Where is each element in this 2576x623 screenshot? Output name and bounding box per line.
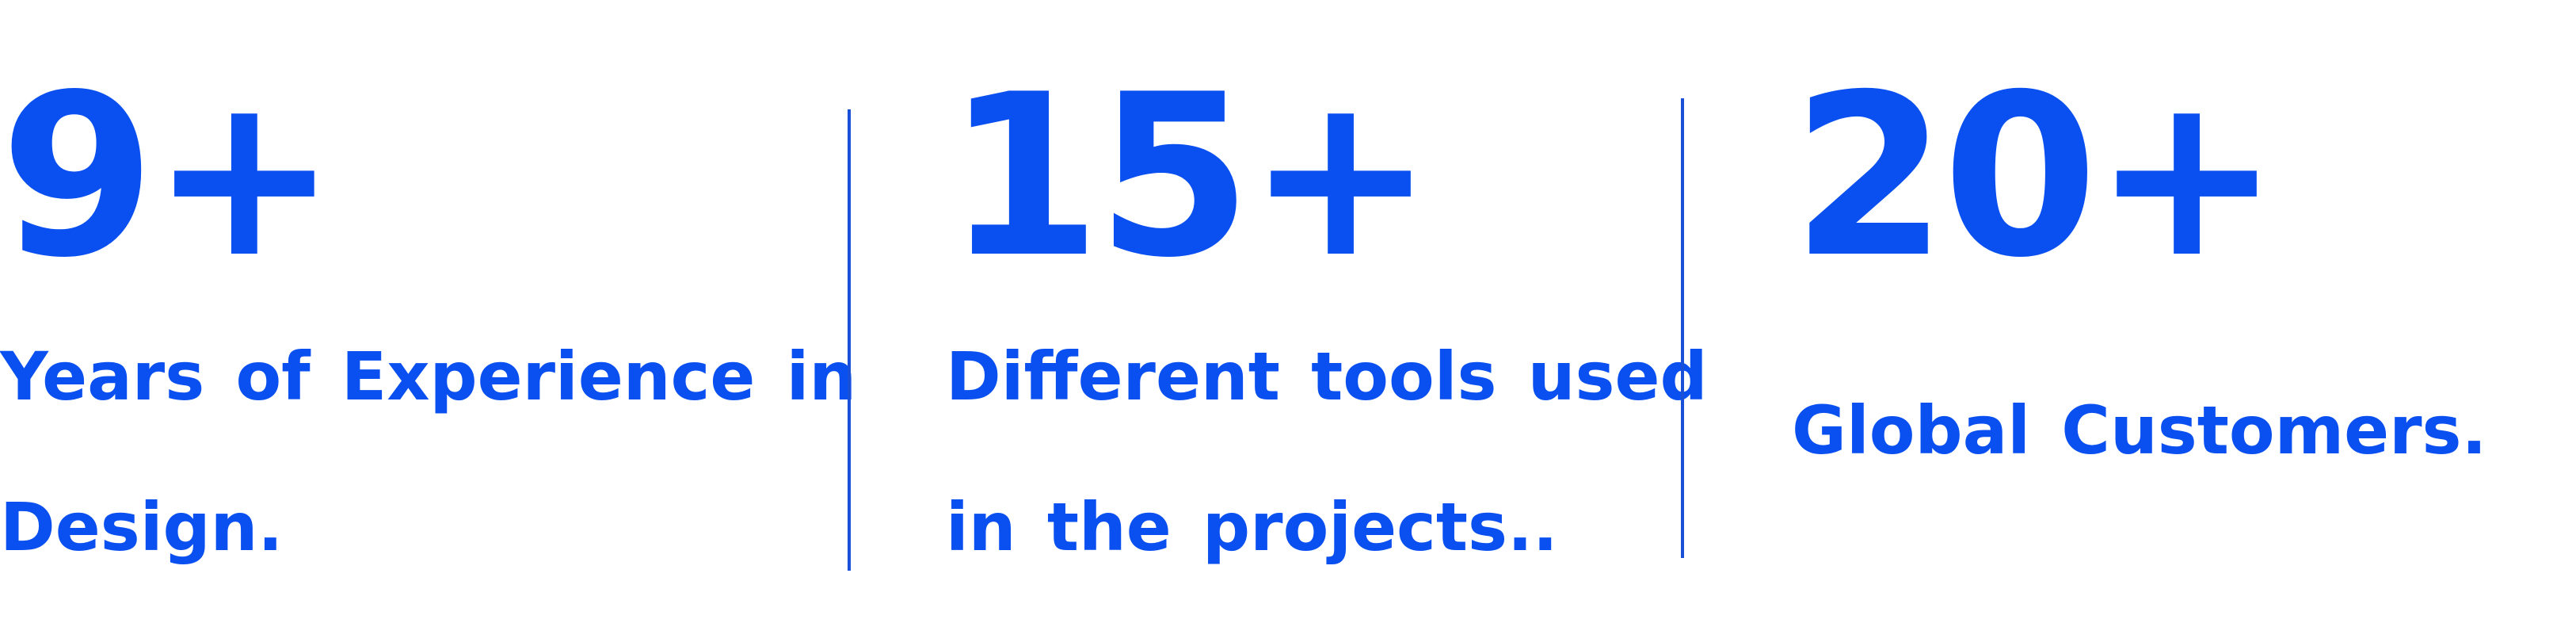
stat-label-line: Years of Experience in (0, 338, 857, 415)
stat-label: Years of Experience in Design. (0, 301, 856, 602)
stat-label: Different tools used in the projects.. (946, 301, 1708, 602)
stat-label-line: Different tools used (946, 338, 1708, 415)
stat-value: 15+ (946, 46, 1435, 307)
stat-value: 9+ (0, 46, 338, 307)
stat-label-line: Design. (0, 488, 284, 566)
stat-value: 20+ (1792, 46, 2281, 307)
stat-label-line: in the projects.. (946, 488, 1558, 566)
vertical-divider (848, 109, 851, 571)
stat-label-line: Global Customers. (1792, 392, 2487, 469)
stat-label: Global Customers. (1792, 355, 2486, 506)
vertical-divider (1681, 98, 1684, 558)
